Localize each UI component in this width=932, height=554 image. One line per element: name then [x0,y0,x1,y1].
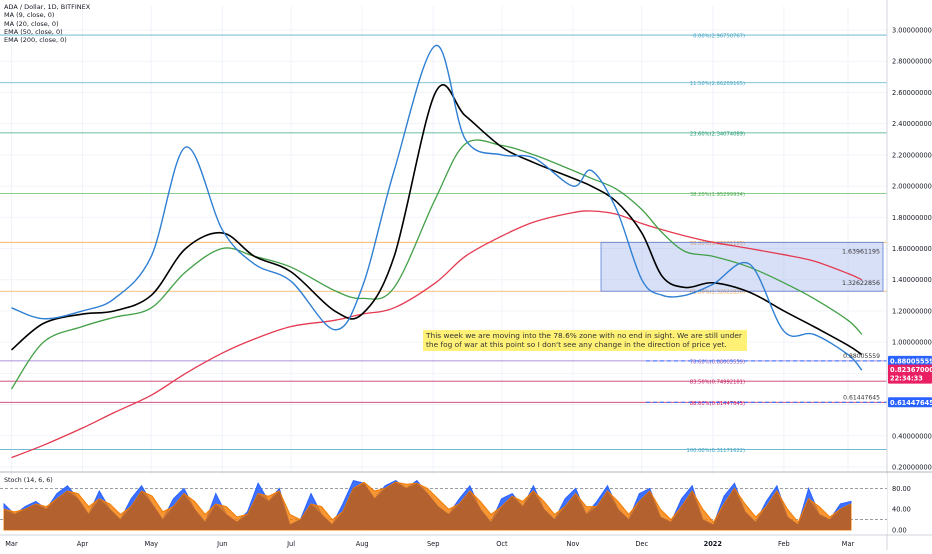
y-tick-label: 0.20000000 [892,464,932,472]
fib-label: 83.50%(0.74992181) [690,380,745,386]
chart-annotation[interactable]: This week we are moving into the 78.6% z… [423,330,747,351]
tag-low-text: 0.61447645 [890,399,932,407]
x-tick-label: Jul [286,540,295,548]
fib-label: 38.20%(1.95299934) [690,192,745,198]
indicator-legend[interactable]: ADA / Dollar, 1D, BITFINEX MA (9, close,… [4,3,90,44]
y-axis[interactable]: 3.00000000 2.80000000 2.60000000 2.40000000… [887,0,932,550]
y-tick-label: 1.40000000 [892,276,932,284]
y-tick-label: 2.20000000 [892,151,932,159]
tag-last-text: 22:34:33 [890,375,923,383]
x-tick-label: Jun [216,540,227,548]
stoch-tick-label: 0.00 [892,527,907,535]
x-tick-label: Oct [496,540,508,548]
x-tick-label: Sep [427,540,439,548]
y-tick-label: 1.20000000 [892,307,932,315]
fib-label: 0.00%(2.96750767) [693,34,745,40]
fib-label: 11.50%(2.66209165) [690,81,745,87]
range-box [601,242,883,291]
x-tick-label: Aug [356,540,369,548]
box-bottom-label: 1.32622856 [842,280,880,287]
stoch-title: Stoch (14, 6, 6) [4,477,53,484]
tag-last-text: 0.82367000 [890,366,932,374]
series-ma20 [12,85,862,355]
stoch-tick-label: 40.00 [892,506,911,514]
fib-label: 100.00%(0.31171622) [687,448,745,454]
x-tick-label: Feb [778,540,790,548]
stoch-pane[interactable]: Stoch (14, 6, 6) 80.00 40.00 0.00 [0,472,932,535]
x-tick-label: Mar [5,540,18,548]
ray-upper-label: 0.88005559 [843,353,880,360]
y-tick-label: 2.40000000 [892,120,932,128]
y-tick-label: 2.80000000 [892,58,932,66]
legend-ma20[interactable]: MA (20, close, 0) [4,20,90,28]
legend-ma9[interactable]: MA (9, close, 0) [4,11,90,19]
x-tick-label: 2022 [704,540,723,548]
series-price [12,45,862,370]
x-tick-label: May [144,540,158,548]
y-tick-label: 3.00000000 [892,27,932,35]
price-range-box[interactable]: 1.63961195 1.32622856 [601,242,883,291]
y-tick-label: 1.60000000 [892,245,932,253]
x-tick-label: Nov [567,540,580,548]
y-tick-label: 2.00000000 [892,183,932,191]
x-axis[interactable]: Mar Apr May Jun Jul Aug Sep Oct Nov Dec 2022 Feb Mar [0,535,932,548]
ray-lower-label: 0.61447645 [843,394,880,401]
horizontal-rays[interactable]: 0.88005559 0.61447645 [646,353,887,402]
y-tick-label: 2.60000000 [892,89,932,97]
x-tick-label: Apr [77,540,89,548]
fib-label: 23.60%(2.34074089) [690,131,745,137]
legend-ema200[interactable]: EMA (200, close, 0) [4,36,90,44]
tag-current-text: 0.88005559 [890,357,932,365]
legend-ema50[interactable]: EMA (50, close, 0) [4,28,90,36]
y-tick-label: 0.40000000 [892,432,932,440]
y-tick-label: 1.80000000 [892,214,932,222]
stoch-tick-label: 80.00 [892,485,911,493]
legend-symbol[interactable]: ADA / Dollar, 1D, BITFINEX [4,3,90,11]
x-tick-label: Dec [635,540,648,548]
fib-label: 88.60%(0.61447645) [690,401,745,407]
fib-label: 78.60%(0.88005559) [690,359,745,365]
x-tick-label: Mar [842,540,855,548]
y-tick-label: 1.00000000 [892,339,932,347]
box-top-label: 1.63961195 [842,248,880,255]
